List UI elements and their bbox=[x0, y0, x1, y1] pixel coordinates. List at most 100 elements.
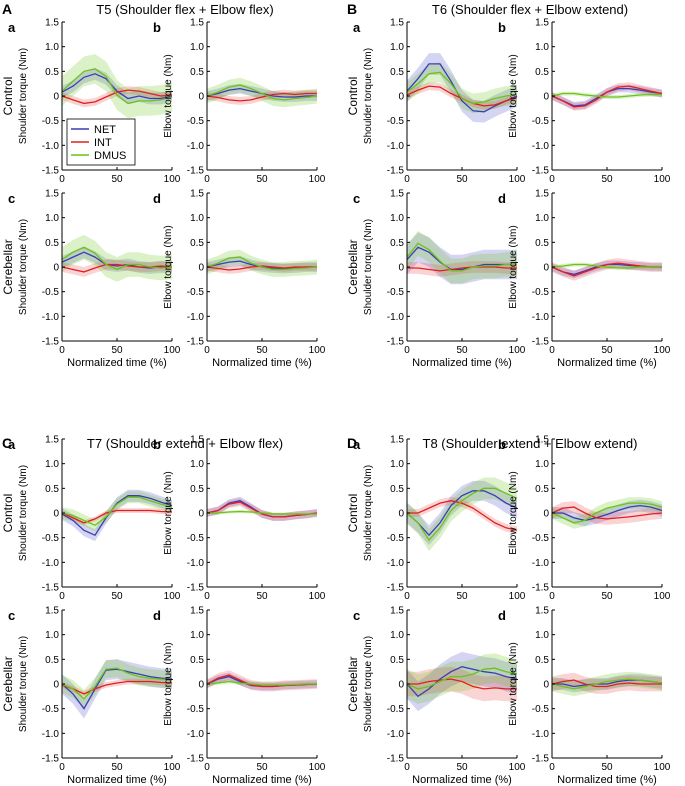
block-title: T5 (Shoulder flex + Elbow flex) bbox=[96, 2, 273, 17]
row-label: Cerebellar bbox=[346, 656, 360, 711]
y-tick-label: 1.5 bbox=[190, 606, 204, 617]
y-axis-label: Elbow torque (Nm) bbox=[508, 225, 519, 308]
panel-D-d: dElbow torque (Nm)1.51.00.50-0.5-1.0-1.5… bbox=[498, 606, 671, 786]
y-tick-label: -0.5 bbox=[387, 116, 405, 127]
panel-C-d: dElbow torque (Nm)1.51.00.50-0.5-1.0-1.5… bbox=[153, 606, 326, 786]
y-tick-label: 0.5 bbox=[390, 238, 404, 249]
y-tick-label: 0.5 bbox=[390, 655, 404, 666]
y-tick-label: 0 bbox=[398, 509, 404, 520]
panel-C-b: bElbow torque (Nm)1.51.00.50-0.5-1.0-1.5… bbox=[153, 435, 326, 603]
x-tick-label: 50 bbox=[256, 345, 268, 356]
band-int bbox=[552, 258, 662, 281]
x-tick-label: 0 bbox=[549, 762, 555, 773]
y-tick-label: -1.0 bbox=[42, 729, 60, 740]
row-label: Cerebellar bbox=[1, 656, 15, 711]
panel-D-a: a Control Shoulder torque (Nm) 1.5 1.0 0.5 0 -0… bbox=[346, 435, 526, 603]
y-tick-label: -1.5 bbox=[42, 583, 60, 594]
x-tick-label: 50 bbox=[256, 591, 268, 602]
row-label: Control bbox=[346, 77, 360, 116]
x-tick-label: 0 bbox=[404, 345, 410, 356]
x-tick-label: 50 bbox=[456, 591, 468, 602]
panel-letter: b bbox=[498, 20, 506, 35]
x-tick-label: 100 bbox=[309, 591, 326, 602]
y-tick-label: 0.5 bbox=[535, 655, 549, 666]
y-tick-label: 1.5 bbox=[390, 189, 404, 200]
x-tick-label: 50 bbox=[456, 345, 468, 356]
y-tick-label: -0.5 bbox=[387, 533, 405, 544]
x-axis-label: Normalized time (%) bbox=[212, 774, 312, 786]
y-tick-label: -1.5 bbox=[42, 754, 60, 765]
figure-block-B: B T6 (Shoulder flex + Elbow extend)aContr… bbox=[346, 1, 671, 369]
y-tick-label: 1.0 bbox=[535, 459, 549, 470]
x-tick-label: 0 bbox=[204, 591, 210, 602]
y-tick-label: -1.0 bbox=[532, 729, 550, 740]
y-tick-label: -1.5 bbox=[187, 337, 205, 348]
x-tick-label: 0 bbox=[549, 591, 555, 602]
y-tick-label: -1.0 bbox=[42, 141, 60, 152]
x-tick-label: 50 bbox=[111, 591, 123, 602]
panel-A-c: cCerebellar Shoulder torque (Nm)1.51.00.5… bbox=[1, 189, 181, 370]
y-axis-label: Shoulder torque (Nm) bbox=[363, 219, 374, 315]
x-tick-label: 100 bbox=[164, 591, 181, 602]
y-tick-label: 1.5 bbox=[45, 606, 59, 617]
x-tick-label: 0 bbox=[59, 174, 65, 185]
y-tick-label: -1.0 bbox=[387, 141, 405, 152]
panel-letter: b bbox=[153, 437, 161, 452]
y-tick-label: -1.5 bbox=[387, 583, 405, 594]
y-axis-label: Elbow torque (Nm) bbox=[163, 642, 174, 725]
x-tick-label: 50 bbox=[601, 174, 613, 185]
x-axis-label: Normalized time (%) bbox=[557, 357, 657, 369]
x-tick-label: 100 bbox=[164, 345, 181, 356]
y-tick-label: 1.5 bbox=[390, 606, 404, 617]
y-tick-label: -0.5 bbox=[387, 287, 405, 298]
y-tick-label: -0.5 bbox=[42, 704, 60, 715]
y-tick-label: 1.0 bbox=[190, 213, 204, 224]
x-tick-label: 100 bbox=[309, 174, 326, 185]
y-tick-label: -0.5 bbox=[532, 704, 550, 715]
x-axis-label: Normalized time (%) bbox=[212, 357, 312, 369]
block-title: T6 (Shoulder flex + Elbow extend) bbox=[432, 2, 628, 17]
panel-letter: a bbox=[353, 20, 361, 35]
y-tick-label: -1.5 bbox=[387, 754, 405, 765]
y-tick-label: 0 bbox=[198, 92, 204, 103]
x-tick-label: 50 bbox=[601, 762, 613, 773]
y-tick-label: -1.0 bbox=[387, 558, 405, 569]
x-axis-label: Normalized time (%) bbox=[412, 774, 512, 786]
y-axis-label: Elbow torque (Nm) bbox=[508, 54, 519, 137]
y-tick-label: 0.5 bbox=[45, 238, 59, 249]
panel-D-b: bElbow torque (Nm)1.51.00.50-0.5-1.0-1.5… bbox=[498, 435, 671, 603]
y-tick-label: -1.0 bbox=[532, 312, 550, 323]
panel-letter: c bbox=[8, 608, 15, 623]
y-tick-label: -0.5 bbox=[532, 116, 550, 127]
y-tick-label: -1.5 bbox=[42, 166, 60, 177]
y-tick-label: 0 bbox=[53, 263, 59, 274]
x-tick-label: 100 bbox=[654, 174, 671, 185]
y-axis-label: Elbow torque (Nm) bbox=[508, 471, 519, 554]
panel-letter: a bbox=[8, 437, 16, 452]
y-axis-label: Elbow torque (Nm) bbox=[163, 471, 174, 554]
panel-B-c: cCerebellar Shoulder torque (Nm)1.51.00.5… bbox=[346, 189, 526, 370]
x-tick-label: 0 bbox=[59, 345, 65, 356]
y-tick-label: 1.5 bbox=[535, 435, 549, 446]
y-tick-label: -0.5 bbox=[387, 704, 405, 715]
panel-letter: c bbox=[353, 191, 360, 206]
y-tick-label: -0.5 bbox=[42, 116, 60, 127]
y-tick-label: 1.0 bbox=[390, 630, 404, 641]
y-tick-label: 0.5 bbox=[535, 238, 549, 249]
y-tick-label: 0.5 bbox=[45, 484, 59, 495]
x-tick-label: 50 bbox=[601, 591, 613, 602]
panel-A-d: dElbow torque (Nm)1.51.00.50-0.5-1.0-1.5… bbox=[153, 189, 326, 370]
panel-letter: a bbox=[353, 437, 361, 452]
y-tick-label: 1.5 bbox=[190, 435, 204, 446]
y-tick-label: -0.5 bbox=[187, 287, 205, 298]
x-tick-label: 50 bbox=[456, 174, 468, 185]
row-label: Control bbox=[346, 494, 360, 533]
block-title: T8 (Shoulder extend + Elbow extend) bbox=[423, 436, 638, 451]
figure-block-C: C T7 (Shoulder extend + Elbow flex) a Contr… bbox=[1, 435, 326, 786]
y-tick-label: 0.5 bbox=[390, 67, 404, 78]
figure-canvas: A T5 (Shoulder flex + Elbow flex)aControl… bbox=[0, 0, 685, 786]
band-dmus bbox=[207, 78, 317, 108]
x-tick-label: 100 bbox=[309, 762, 326, 773]
x-tick-label: 50 bbox=[111, 762, 123, 773]
y-tick-label: -1.5 bbox=[532, 166, 550, 177]
